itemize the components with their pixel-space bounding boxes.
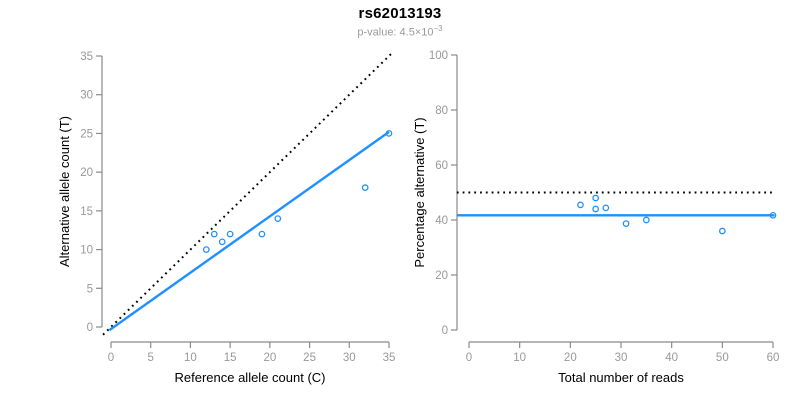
data-point — [602, 204, 610, 212]
data-point — [226, 230, 234, 238]
data-point — [592, 194, 600, 202]
data-point — [592, 205, 600, 213]
data-point — [642, 216, 650, 224]
data-point — [577, 201, 584, 209]
x-tick-label: 60 — [767, 352, 780, 364]
data-point — [622, 220, 630, 227]
data-point — [274, 215, 282, 222]
y-tick-label: 60 — [435, 160, 448, 172]
figure-subtitle: p-value: 4.5×10−3 — [0, 24, 800, 39]
pvalue-exponent: −3 — [433, 24, 443, 33]
data-point — [385, 130, 393, 137]
x-tick-label: 0 — [466, 352, 472, 364]
x-tick-label: 10 — [513, 352, 526, 364]
x-tick-label: 30 — [343, 352, 356, 364]
y-axis-label: Alternative allele count (T) — [57, 116, 72, 267]
x-axis-label: Total number of reads — [558, 370, 684, 385]
y-tick-label: 25 — [80, 128, 93, 140]
data-point — [718, 227, 726, 235]
x-tick-label: 20 — [263, 352, 276, 364]
x-tick-label: 40 — [665, 352, 678, 364]
figure-title: rs62013193 — [358, 5, 442, 22]
regression-line — [108, 130, 390, 332]
identity-line — [102, 52, 393, 336]
x-tick-label: 5 — [148, 352, 154, 364]
data-point — [210, 230, 218, 238]
x-tick-label: 30 — [615, 352, 628, 364]
pvalue-text: p-value: 4.5×10 — [357, 26, 434, 39]
y-axis-label: Percentage alternative (T) — [412, 117, 427, 267]
data-point — [361, 184, 369, 191]
x-tick-label: 25 — [303, 352, 316, 364]
y-tick-label: 10 — [80, 245, 93, 257]
percentage-plot: 0 10 20 30 40 50 60 0 20 40 60 80 100 Total number of… — [412, 50, 779, 385]
y-tick-label: 0 — [442, 325, 448, 337]
y-tick-label: 0 — [87, 322, 93, 334]
x-tick-label: 20 — [564, 352, 577, 364]
y-tick-label: 35 — [80, 51, 93, 63]
data-point — [769, 211, 777, 219]
x-tick-label: 35 — [383, 352, 396, 364]
allele-count-plot: 0 5 10 15 20 25 30 35 0 5 10 15 20 25 30 35 Reference al… — [57, 51, 395, 385]
y-tick-label: 15 — [80, 206, 93, 218]
x-tick-label: 15 — [224, 352, 237, 364]
data-point — [218, 238, 226, 246]
y-tick-label: 40 — [435, 215, 448, 227]
x-tick-label: 10 — [184, 352, 197, 364]
x-tick-label: 0 — [108, 352, 114, 364]
data-point — [202, 246, 210, 253]
y-tick-label: 30 — [80, 90, 93, 102]
data-point — [258, 230, 266, 238]
y-tick-label: 20 — [435, 270, 448, 282]
y-tick-label: 100 — [429, 50, 448, 62]
x-tick-label: 50 — [716, 352, 729, 364]
y-tick-label: 20 — [80, 167, 93, 179]
x-axis-label: Reference allele count (C) — [174, 370, 325, 385]
y-tick-label: 5 — [87, 283, 93, 295]
y-tick-label: 80 — [435, 105, 448, 117]
